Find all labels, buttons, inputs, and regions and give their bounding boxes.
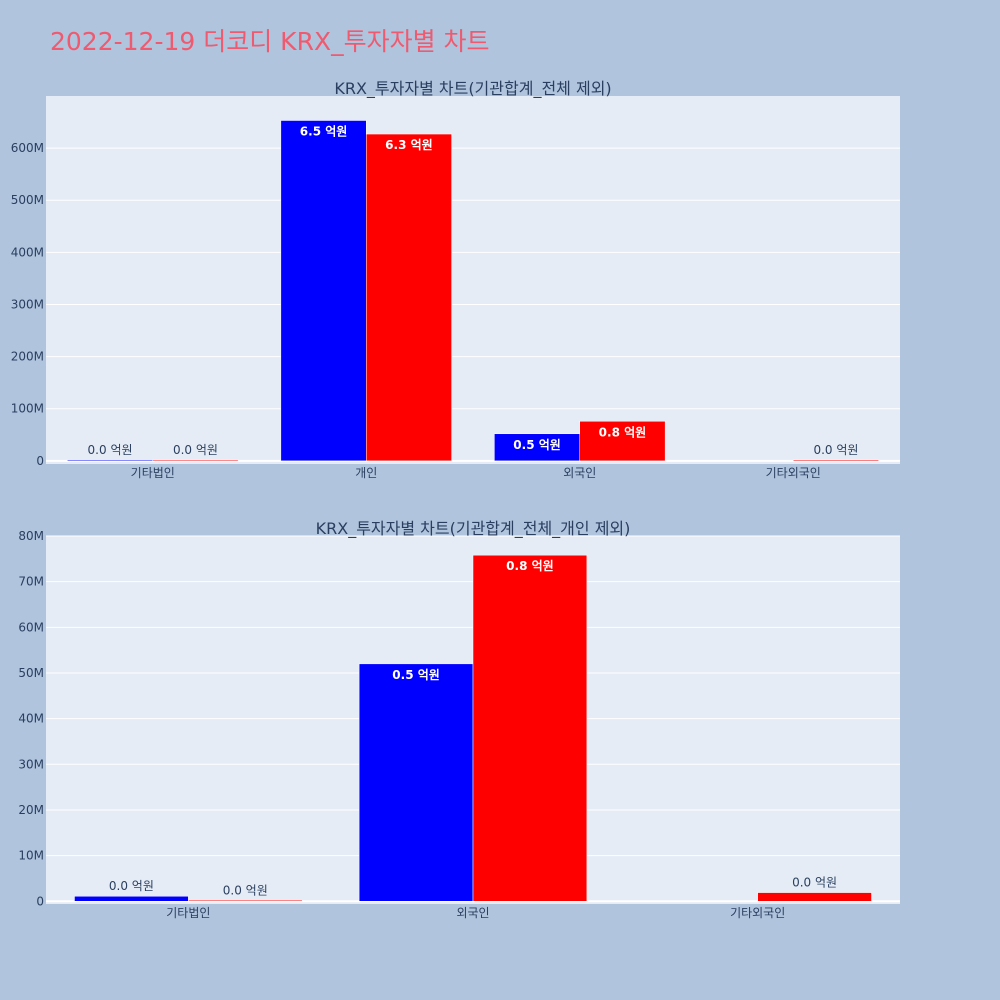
y-tick-label: 60M: [18, 620, 44, 634]
x-tick-label: 기타법인: [131, 466, 175, 480]
y-tick-label: 600M: [11, 141, 44, 155]
bar-red: [366, 133, 452, 462]
bar-red: [757, 892, 872, 902]
y-tick-label: 100M: [11, 402, 44, 416]
bar-value-label: 0.0 억원: [109, 879, 154, 893]
chart-2: 0 10M 20M 30M 40M 50M 60M 70M 80M KRX_투자자별 차트(기관합…: [18, 519, 900, 920]
bar-red: [472, 554, 588, 902]
bar-red: [152, 459, 239, 462]
bar-value-label: 0.0 억원: [173, 443, 218, 457]
bar-value-label: 0.0 억원: [88, 443, 133, 457]
x-tick-label: 기타법인: [166, 906, 210, 920]
chart-title: KRX_투자자별 차트(기관합계_전체 제외): [334, 79, 611, 99]
x-tick-label: 개인: [355, 466, 377, 480]
y-tick-label: 30M: [18, 757, 44, 771]
y-tick-label: 50M: [18, 666, 44, 680]
chart-title: KRX_투자자별 차트(기관합계_전체_개인 제외): [316, 519, 631, 539]
bar-blue: [74, 895, 189, 902]
bar-value-label: 0.5 억원: [513, 438, 561, 452]
y-tick-label: 20M: [18, 803, 44, 817]
y-tick-label: 0: [36, 454, 44, 468]
bar-blue: [67, 459, 153, 462]
bar-value-label: 0.5 억원: [392, 668, 440, 682]
chart-1: 0 100M 200M 300M 400M 500M 600M KRX_투자자별 차트(기관합…: [11, 79, 900, 480]
bar-red: [793, 459, 879, 462]
y-tick-label: 10M: [18, 849, 44, 863]
bar-value-label: 0.0 억원: [223, 883, 268, 897]
x-tick-label: 외국인: [456, 906, 489, 920]
bar-value-label: 0.8 억원: [506, 559, 554, 573]
bar-red: [188, 900, 303, 902]
y-tick-label: 500M: [11, 193, 44, 207]
y-tick-label: 70M: [18, 575, 44, 589]
y-tick-label: 80M: [18, 529, 44, 543]
y-tick-label: 300M: [11, 297, 44, 311]
bar-value-label: 0.0 억원: [792, 876, 837, 890]
bar-value-label: 6.5 억원: [300, 124, 348, 138]
bar-blue: [358, 663, 474, 902]
x-tick-label: 외국인: [563, 466, 596, 480]
bar-blue: [494, 433, 581, 462]
plot-area: [46, 96, 900, 464]
y-tick-label: 40M: [18, 712, 44, 726]
bar-value-label: 6.3 억원: [385, 138, 433, 152]
bar-value-label: 0.0 억원: [813, 443, 858, 457]
x-tick-label: 기타외국인: [730, 906, 785, 920]
y-tick-label: 0: [36, 894, 44, 908]
page-title: 2022-12-19 더코디 KRX_투자자별 차트: [50, 27, 490, 56]
y-tick-label: 200M: [11, 350, 44, 364]
y-tick-label: 400M: [11, 245, 44, 259]
bar-blue: [280, 120, 367, 462]
bar-red: [579, 421, 666, 462]
x-tick-label: 기타외국인: [766, 466, 821, 480]
bar-value-label: 0.8 억원: [599, 425, 647, 439]
